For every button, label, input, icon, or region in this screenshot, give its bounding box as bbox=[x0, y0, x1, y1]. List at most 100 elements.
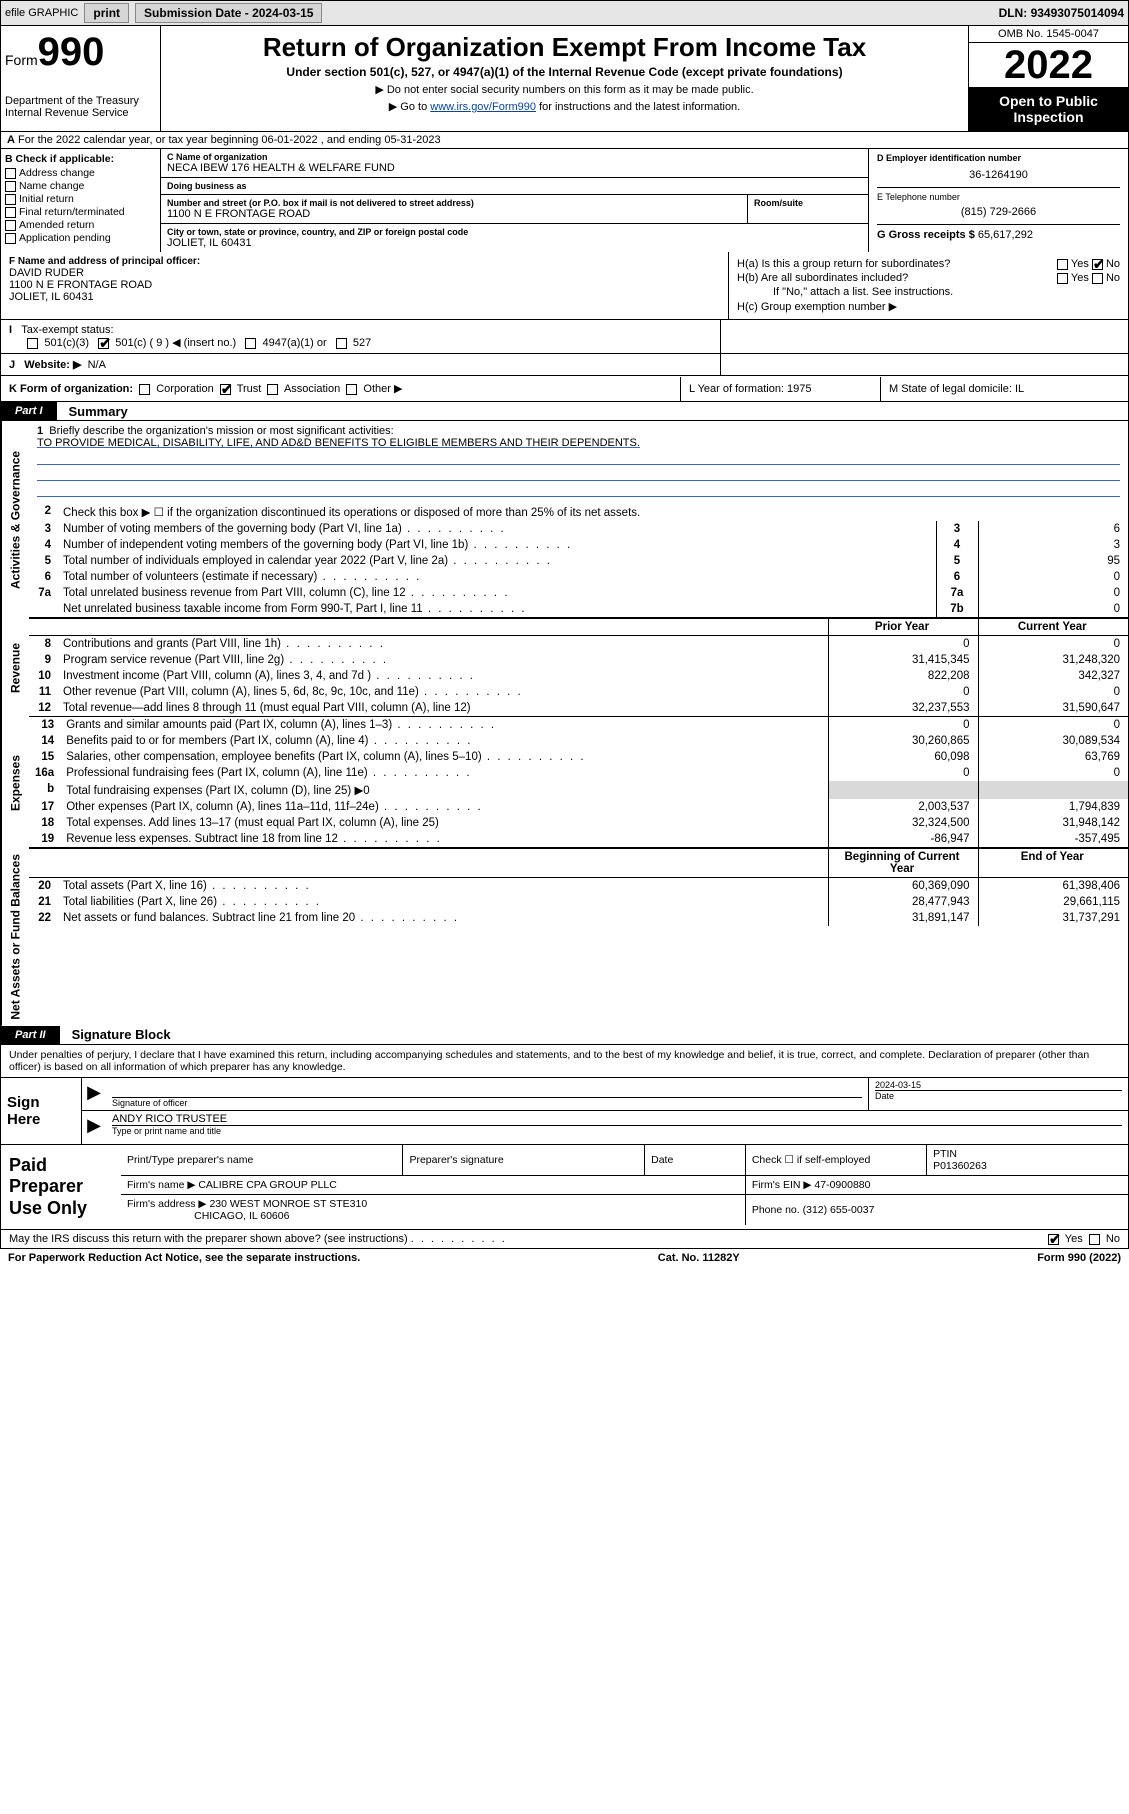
cb-application-pending[interactable]: Application pending bbox=[5, 232, 156, 244]
prep-ptin-cell: PTINP01360263 bbox=[927, 1145, 1128, 1176]
cb-amended-return[interactable]: Amended return bbox=[5, 219, 156, 231]
line-desc: Other revenue (Part VIII, column (A), li… bbox=[57, 684, 828, 700]
line-desc: Salaries, other compensation, employee b… bbox=[60, 749, 828, 765]
cb-4947[interactable] bbox=[245, 338, 256, 349]
tax-year-text: For the 2022 calendar year, or tax year … bbox=[18, 134, 441, 146]
form-title: Return of Organization Exempt From Incom… bbox=[167, 32, 962, 63]
dln-box: DLN: 93493075014094 bbox=[999, 6, 1124, 20]
cb-501c[interactable] bbox=[98, 338, 109, 349]
line-desc: Total revenue—add lines 8 through 11 (mu… bbox=[57, 700, 828, 716]
hc-text: H(c) Group exemption number ▶ bbox=[737, 300, 897, 313]
val-curr: 0 bbox=[978, 636, 1128, 653]
org-name-label: C Name of organization bbox=[167, 152, 862, 162]
opt-assoc: Association bbox=[284, 383, 340, 395]
section-net-assets: Beginning of Current YearEnd of Year 20T… bbox=[29, 848, 1128, 1026]
note-link-post: for instructions and the latest informat… bbox=[536, 101, 740, 113]
val-curr: 31,590,647 bbox=[978, 700, 1128, 716]
submission-date: 2024-03-15 bbox=[252, 6, 313, 20]
col-begin: Beginning of Current Year bbox=[828, 849, 978, 878]
hc-row: H(c) Group exemption number ▶ bbox=[737, 300, 1120, 313]
table-row: Print/Type preparer's name Preparer's si… bbox=[121, 1145, 1128, 1176]
opt-501c-post: ) ◀ (insert no.) bbox=[162, 337, 236, 349]
ha-no-cb[interactable] bbox=[1092, 259, 1103, 270]
table-row: 15Salaries, other compensation, employee… bbox=[29, 749, 1128, 765]
val-curr: 0 bbox=[978, 717, 1128, 733]
line-desc: Total fundraising expenses (Part IX, col… bbox=[60, 781, 828, 799]
line-desc: Professional fundraising fees (Part IX, … bbox=[60, 765, 828, 781]
officer-label: F Name and address of principal officer: bbox=[9, 256, 720, 267]
val-end: 61,398,406 bbox=[978, 878, 1128, 895]
line-box: 7b bbox=[936, 601, 978, 617]
cb-initial-return[interactable]: Initial return bbox=[5, 193, 156, 205]
part1-header: Part I Summary bbox=[0, 402, 1129, 421]
opt-other: Other ▶ bbox=[363, 383, 402, 395]
irs-link[interactable]: www.irs.gov/Form990 bbox=[430, 101, 536, 113]
city-label: City or town, state or province, country… bbox=[167, 227, 862, 237]
val-prior: -86,947 bbox=[828, 831, 978, 847]
line-box: 5 bbox=[936, 553, 978, 569]
val-curr: 30,089,534 bbox=[978, 733, 1128, 749]
line-val: 6 bbox=[978, 521, 1128, 537]
firm-phone-cell: Phone no. (312) 655-0037 bbox=[745, 1194, 1128, 1225]
table-row: 7aTotal unrelated business revenue from … bbox=[29, 585, 1128, 601]
cb-address-change[interactable]: Address change bbox=[5, 167, 156, 179]
website-label: Website: ▶ bbox=[24, 359, 81, 371]
col-b-header: B Check if applicable: bbox=[5, 153, 156, 165]
line-val: 3 bbox=[978, 537, 1128, 553]
hb-no-cb[interactable] bbox=[1092, 273, 1103, 284]
opt-4947: 4947(a)(1) or bbox=[262, 337, 326, 349]
table-row: 10Investment income (Part VIII, column (… bbox=[29, 668, 1128, 684]
cb-assoc[interactable] bbox=[267, 384, 278, 395]
officer-addr2: JOLIET, IL 60431 bbox=[9, 291, 720, 303]
mission-line bbox=[37, 483, 1120, 497]
m-state-domicile: M State of legal domicile: IL bbox=[880, 377, 1128, 401]
cb-trust[interactable] bbox=[220, 384, 231, 395]
cb-527[interactable] bbox=[336, 338, 347, 349]
header-center: Return of Organization Exempt From Incom… bbox=[161, 26, 968, 131]
part2-tag: Part II bbox=[1, 1026, 60, 1044]
val-prior: 0 bbox=[828, 636, 978, 653]
discuss-no-cb[interactable] bbox=[1089, 1234, 1100, 1245]
arrow-icon: ▶ bbox=[82, 1078, 106, 1110]
mission-block: 1 Briefly describe the organization's mi… bbox=[29, 421, 1128, 503]
discuss-yes-cb[interactable] bbox=[1048, 1234, 1059, 1245]
val-prior: 30,260,865 bbox=[828, 733, 978, 749]
col-d-ein: D Employer identification number 36-1264… bbox=[868, 149, 1128, 252]
city-cell: City or town, state or province, country… bbox=[161, 224, 868, 252]
sig-name-value: ANDY RICO TRUSTEE bbox=[112, 1113, 1122, 1126]
opt-trust: Trust bbox=[237, 383, 262, 395]
hb-yes-cb[interactable] bbox=[1057, 273, 1068, 284]
print-button[interactable]: print bbox=[84, 3, 129, 23]
line-desc: Total expenses. Add lines 13–17 (must eq… bbox=[60, 815, 828, 831]
dba-cell: Doing business as bbox=[161, 178, 868, 195]
cb-other[interactable] bbox=[346, 384, 357, 395]
cb-501c3[interactable] bbox=[27, 338, 38, 349]
line-val: 0 bbox=[978, 601, 1128, 617]
val-prior: 32,324,500 bbox=[828, 815, 978, 831]
cb-name-change[interactable]: Name change bbox=[5, 180, 156, 192]
cb-corp[interactable] bbox=[139, 384, 150, 395]
val-curr: 31,248,320 bbox=[978, 652, 1128, 668]
ha-yes-cb[interactable] bbox=[1057, 259, 1068, 270]
val-curr-shade bbox=[978, 781, 1128, 799]
val-end: 31,737,291 bbox=[978, 910, 1128, 926]
tel-value: (815) 729-2666 bbox=[877, 206, 1120, 218]
street-label: Number and street (or P.O. box if mail i… bbox=[167, 198, 741, 208]
line2-text: Check this box ▶ ☐ if the organization d… bbox=[57, 503, 1128, 521]
efile-label: efile GRAPHIC bbox=[5, 7, 78, 19]
gov-table: 2Check this box ▶ ☐ if the organization … bbox=[29, 503, 1128, 617]
section-governance: 1 Briefly describe the organization's mi… bbox=[29, 421, 1128, 618]
table-row: 17Other expenses (Part IX, column (A), l… bbox=[29, 799, 1128, 815]
col-f-officer: F Name and address of principal officer:… bbox=[1, 252, 728, 319]
row-a-tax-year: A For the 2022 calendar year, or tax yea… bbox=[0, 132, 1129, 149]
line-desc: Number of voting members of the governin… bbox=[57, 521, 936, 537]
row-i-tax-status: I Tax-exempt status: 501(c)(3) 501(c) ( … bbox=[0, 320, 1129, 354]
cb-final-return[interactable]: Final return/terminated bbox=[5, 206, 156, 218]
header-right: OMB No. 1545-0047 2022 Open to Public In… bbox=[968, 26, 1128, 131]
prep-selfemp-cell: Check ☐ if self-employed bbox=[745, 1145, 926, 1176]
val-prior: 822,208 bbox=[828, 668, 978, 684]
line-desc: Total liabilities (Part X, line 26) bbox=[57, 894, 828, 910]
foot-center: Cat. No. 11282Y bbox=[658, 1252, 740, 1264]
firm-addr1: 230 WEST MONROE ST STE310 bbox=[209, 1198, 367, 1210]
firm-phone-value: (312) 655-0037 bbox=[803, 1204, 875, 1216]
